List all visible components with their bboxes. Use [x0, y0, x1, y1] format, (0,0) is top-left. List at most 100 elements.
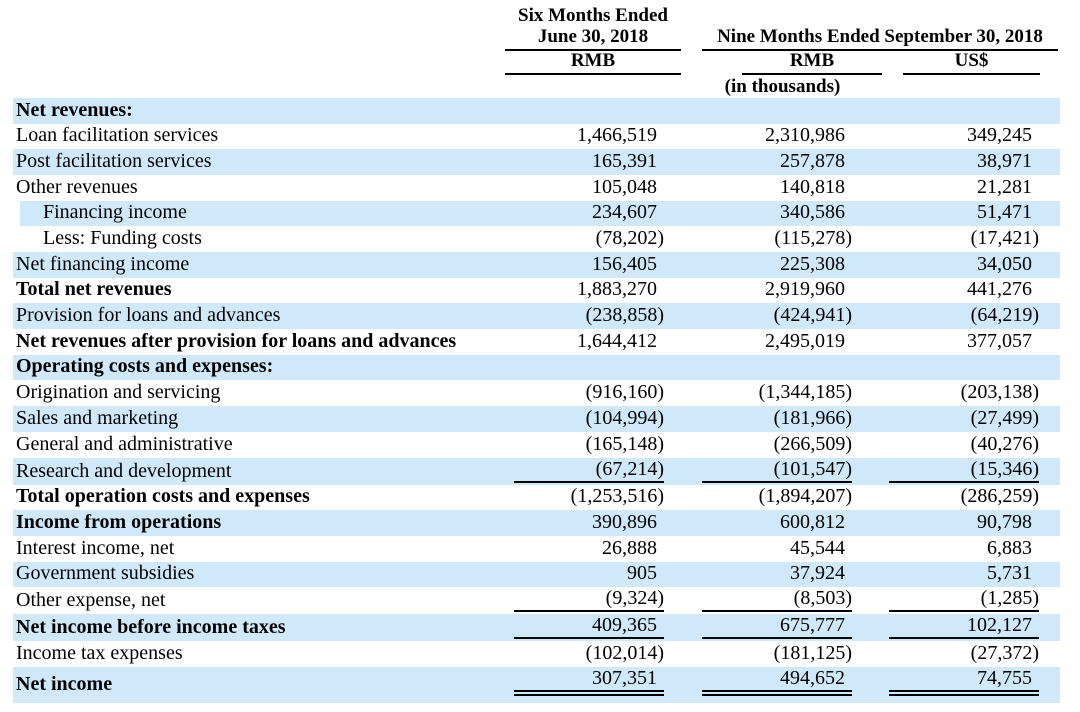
- value-nine-months-rmb: 600,812: [700, 510, 885, 536]
- unit-cell-rmb-9m: RMB: [700, 50, 885, 75]
- value-wrap: 140,818: [780, 175, 845, 198]
- value-wrap: 675,777: [702, 614, 852, 640]
- row-label: Financing income: [13, 200, 505, 227]
- table-row: Financing income 234,607 340,586 51,471: [13, 200, 1060, 227]
- value-wrap: 90,798: [977, 510, 1032, 533]
- table-row: Less: Funding costs (78,202) (115,278) (…: [13, 226, 1060, 253]
- value-six-months-rmb: (165,148): [505, 432, 700, 458]
- value-nine-months-usd: 377,057: [885, 329, 1060, 355]
- header-row-scale-note: (in thousands): [13, 75, 1060, 98]
- value-six-months-rmb: 165,391: [505, 149, 700, 175]
- value-nine-months-rmb: (8,503): [700, 587, 885, 614]
- row-label: Loan facilitation services: [16, 124, 219, 147]
- header-spacer: [13, 51, 505, 75]
- value-nine-months-usd: 102,127: [885, 614, 1060, 641]
- value-wrap: 51,471: [977, 201, 1032, 224]
- value-wrap: (101,547): [702, 458, 852, 483]
- value-six-months-rmb: 1,466,519: [505, 124, 700, 150]
- value-nine-months-rmb: [700, 98, 885, 124]
- value-wrap: 234,607: [592, 201, 657, 224]
- value-nine-months-usd: 441,276: [885, 278, 1060, 304]
- row-label: Government subsidies: [16, 562, 195, 585]
- header-six-months-cell: Six Months Ended: [505, 0, 700, 27]
- value-wrap: 600,812: [780, 510, 845, 533]
- value-wrap: 494,652: [702, 667, 852, 696]
- value-six-months-rmb: (102,014): [505, 641, 700, 667]
- value-wrap: 5,731: [987, 562, 1032, 585]
- value-nine-months-usd: 21,281: [885, 175, 1060, 201]
- value-nine-months-usd: [885, 98, 1060, 124]
- value-nine-months-rmb: (115,278): [700, 226, 885, 252]
- value-nine-months-rmb: (181,966): [700, 406, 885, 432]
- value-nine-months-rmb: (181,125): [700, 641, 885, 667]
- value-wrap: 2,495,019: [765, 329, 845, 352]
- table-row: Interest income, net 26,888 45,544 6,883: [13, 535, 1060, 562]
- value-wrap: 105,048: [592, 175, 657, 198]
- value-nine-months-usd: 38,971: [885, 149, 1060, 175]
- in-thousands-note: (in thousands): [724, 76, 841, 97]
- value-wrap: (17,421): [970, 227, 1039, 250]
- row-label: Other revenues: [16, 175, 138, 198]
- value-wrap: (67,214): [514, 458, 664, 483]
- value-wrap: 165,391: [592, 149, 657, 172]
- value-wrap: 409,365: [514, 614, 664, 640]
- value-wrap: 1,644,412: [577, 329, 657, 352]
- row-label: Less: Funding costs: [43, 227, 202, 250]
- table-row: Loan facilitation services 1,466,519 2,3…: [13, 123, 1060, 150]
- value-six-months-rmb: (67,214): [505, 458, 700, 485]
- value-wrap: 2,919,960: [765, 278, 845, 301]
- table-row: Other revenues 105,048 140,818 21,281: [13, 174, 1060, 201]
- value-nine-months-rmb: 45,544: [700, 536, 885, 562]
- value-wrap: 1,466,519: [577, 124, 657, 147]
- value-nine-months-usd: (203,138): [885, 380, 1060, 406]
- value-six-months-rmb: [505, 98, 700, 124]
- value-six-months-rmb: 105,048: [505, 175, 700, 201]
- header-spacer: [700, 0, 885, 27]
- value-wrap: 1,883,270: [577, 278, 657, 301]
- row-label: Income from operations: [16, 510, 222, 533]
- value-wrap: (27,372): [970, 641, 1039, 664]
- row-label: Provision for loans and advances: [16, 304, 281, 327]
- row-label: Total net revenues: [16, 278, 172, 301]
- value-nine-months-usd: (27,372): [885, 641, 1060, 667]
- value-nine-months-usd: 349,245: [885, 124, 1060, 150]
- value-six-months-rmb: [505, 355, 700, 381]
- value-wrap: (40,276): [970, 432, 1039, 455]
- value-nine-months-rmb: (1,344,185): [700, 380, 885, 406]
- value-wrap: 390,896: [592, 510, 657, 533]
- table-row: Net financing income 156,405 225,308 34,…: [13, 252, 1060, 278]
- unit-cell-rmb-6m: RMB: [505, 50, 700, 75]
- value-six-months-rmb: (9,324): [505, 587, 700, 614]
- value-nine-months-usd: 74,755: [885, 667, 1060, 703]
- value-wrap: (1,344,185): [758, 381, 852, 404]
- value-wrap: (1,894,207): [758, 485, 852, 508]
- value-wrap: 21,281: [977, 175, 1032, 198]
- row-label: Post facilitation services: [16, 149, 212, 172]
- value-nine-months-rmb: 494,652: [700, 667, 885, 703]
- row-label: Interest income, net: [16, 536, 175, 559]
- value-six-months-rmb: 156,405: [505, 252, 700, 278]
- value-nine-months-usd: (286,259): [885, 485, 1060, 511]
- value-wrap: 257,878: [780, 149, 845, 172]
- value-six-months-rmb: (104,994): [505, 406, 700, 432]
- value-six-months-rmb: (78,202): [505, 226, 700, 252]
- value-wrap: (916,160): [585, 381, 664, 404]
- value-six-months-rmb: 409,365: [505, 614, 700, 641]
- value-wrap: (9,324): [514, 587, 664, 613]
- value-nine-months-usd: (27,499): [885, 406, 1060, 432]
- value-wrap: (181,125): [773, 641, 852, 664]
- value-wrap: (1,285): [889, 587, 1039, 613]
- value-nine-months-usd: 90,798: [885, 510, 1060, 536]
- usd-label: US$: [903, 50, 1040, 75]
- header-row-period-line2: June 30, 2018 Nine Months Ended Septembe…: [13, 26, 1060, 51]
- table-row: Sales and marketing (104,994) (181,966) …: [13, 406, 1060, 432]
- value-wrap: 340,586: [780, 201, 845, 224]
- header-row-period-line1: Six Months Ended: [13, 0, 1060, 27]
- value-wrap: (1,253,516): [570, 485, 664, 508]
- header-spacer: [13, 27, 505, 51]
- value-wrap: (165,148): [585, 432, 664, 455]
- value-wrap: 441,276: [967, 278, 1032, 301]
- table-row: Provision for loans and advances (238,85…: [13, 303, 1060, 330]
- value-wrap: (78,202): [595, 227, 664, 250]
